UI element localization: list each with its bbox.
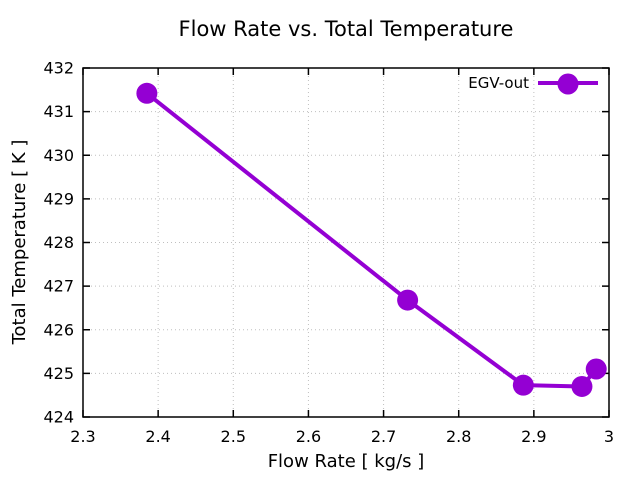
y-tick-label: 425 <box>43 364 74 383</box>
y-tick-label: 424 <box>43 408 74 427</box>
x-tick-label: 2.4 <box>145 427 170 446</box>
x-tick-label: 2.6 <box>296 427 321 446</box>
data-point <box>397 289 419 311</box>
y-tick-label: 431 <box>43 102 74 121</box>
data-point <box>512 374 534 396</box>
data-point <box>136 82 158 104</box>
x-tick-label: 2.3 <box>70 427 95 446</box>
plot-border <box>82 67 610 418</box>
y-tick-label: 426 <box>43 320 74 339</box>
legend-marker-icon <box>557 73 579 94</box>
legend-line-marker-sample <box>538 73 598 94</box>
y-tick-label: 432 <box>43 59 74 78</box>
x-tick-label: 2.5 <box>221 427 246 446</box>
x-tick-label: 3 <box>604 427 614 446</box>
y-tick-label: 427 <box>43 277 74 296</box>
x-tick-label: 2.8 <box>446 427 471 446</box>
legend: EGV-out <box>468 73 598 94</box>
data-point <box>585 358 607 380</box>
x-tick-label: 2.9 <box>521 427 546 446</box>
chart-title: Flow Rate vs. Total Temperature <box>178 17 514 41</box>
x-axis-label: Flow Rate [ kg/s ] <box>267 451 425 472</box>
y-tick-label: 429 <box>43 189 74 208</box>
legend-label: EGV-out <box>468 74 529 92</box>
series-line <box>144 91 599 389</box>
data-point <box>571 375 593 397</box>
x-tick-label: 2.7 <box>371 427 396 446</box>
y-tick-label: 428 <box>43 233 74 252</box>
y-tick-label: 430 <box>43 146 74 165</box>
